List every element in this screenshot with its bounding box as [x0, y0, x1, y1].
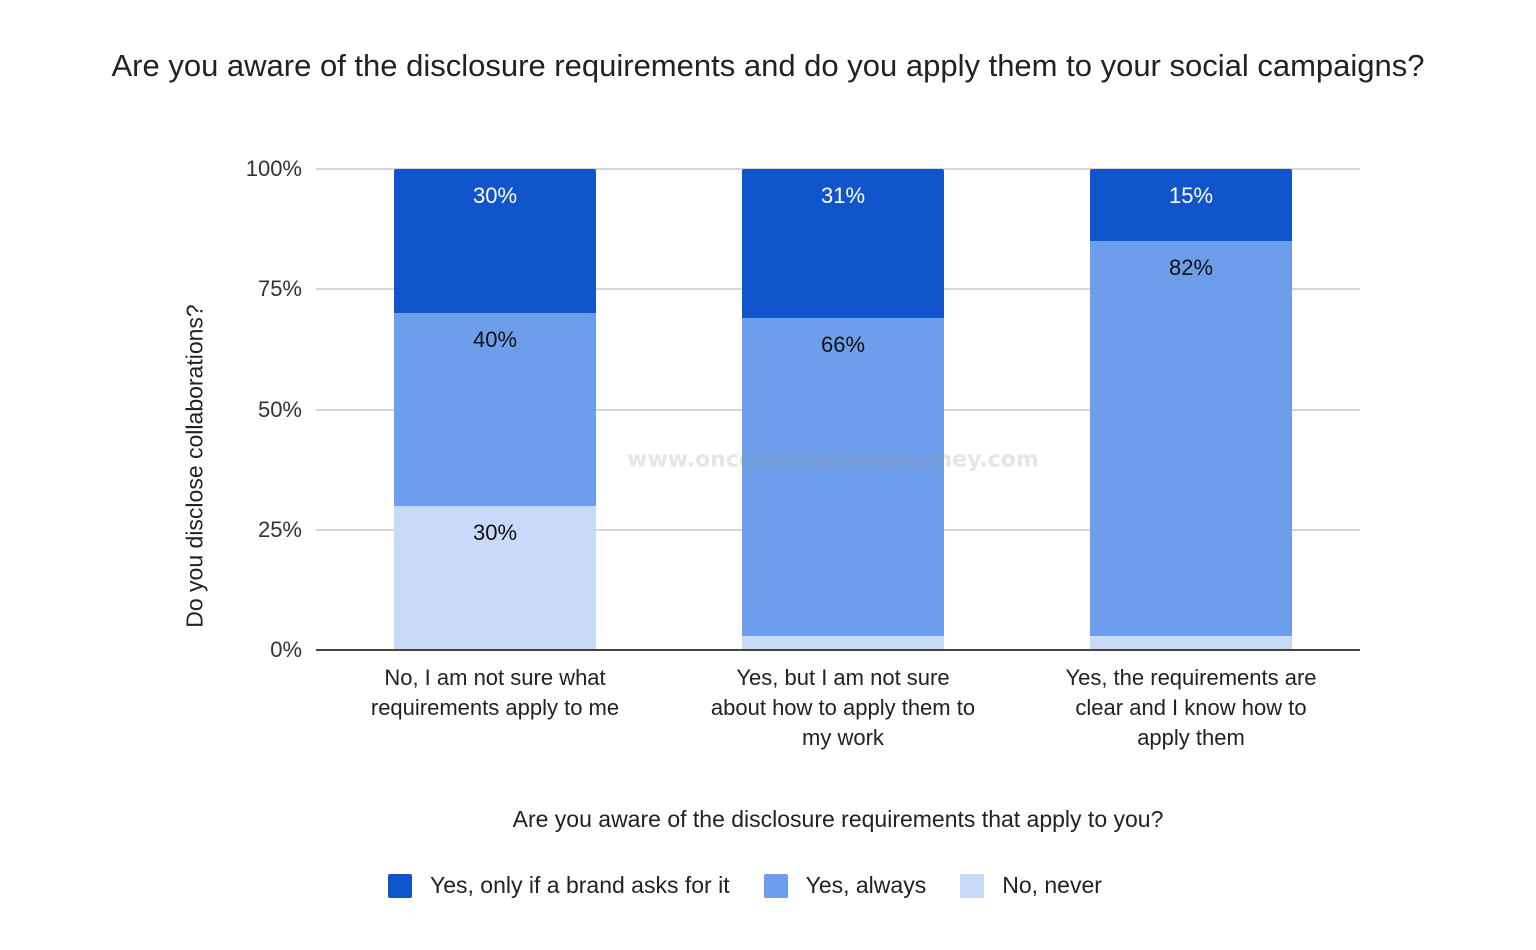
x-category-label: Yes, the requirements are clear and I kno… — [1031, 663, 1351, 753]
bar-segment — [742, 635, 944, 650]
legend-item: Yes, always — [763, 872, 927, 899]
legend-swatch — [388, 873, 412, 898]
bar-segment — [742, 318, 944, 636]
legend-swatch — [763, 873, 788, 898]
data-label: 15% — [1168, 183, 1214, 208]
bar-segment — [394, 505, 596, 650]
legend-label: Yes, always — [805, 872, 927, 898]
data-label: 40% — [472, 327, 518, 353]
legend-label: Yes, only if a brand asks for it — [430, 872, 730, 898]
bar-segment — [742, 169, 944, 319]
data-label: 30% — [472, 183, 518, 208]
data-label: 82% — [1168, 255, 1214, 281]
legend-swatch — [960, 873, 985, 898]
x-category-label-line: apply them — [1137, 725, 1245, 750]
y-tick-label: 50% — [257, 396, 302, 422]
x-axis-title: Are you aware of the disclosure requirem… — [512, 806, 1164, 832]
y-tick-label: 75% — [257, 276, 302, 302]
x-axis-line — [316, 649, 1360, 651]
x-category-label-line: No, I am not sure what — [384, 665, 606, 690]
watermark: www.onceinalifetimejourney.com — [627, 447, 1039, 473]
x-category-label-line: requirements apply to me — [370, 695, 620, 720]
bar-segment — [394, 169, 596, 314]
y-axis-title: Do you disclose collaborations? — [181, 304, 208, 628]
y-tick-label: 100% — [245, 156, 302, 181]
legend-label: No, never — [1002, 872, 1102, 898]
x-category-label-line: about how to apply them to — [710, 695, 976, 720]
x-category-label: No, I am not sure what requirements apply… — [335, 663, 655, 723]
y-tick-label: 25% — [257, 516, 302, 542]
data-label: 31% — [820, 183, 866, 208]
chart-title: Are you aware of the disclosure requirem… — [111, 48, 1425, 83]
bar-segment — [1090, 241, 1292, 636]
legend: Yes, only if a brand asks for it Yes, alw… — [388, 872, 1136, 899]
bar-segment — [1090, 169, 1292, 242]
x-category-label: Yes, but I am not sure about how to apply… — [683, 663, 1003, 753]
bar-segment — [1090, 635, 1292, 650]
x-category-label-line: Yes, the requirements are — [1065, 665, 1317, 690]
legend-item: No, never — [960, 872, 1102, 899]
y-tick-label: 0% — [270, 637, 302, 662]
x-category-label-line: Yes, but I am not sure — [736, 665, 950, 690]
x-category-label-line: clear and I know how to — [1075, 695, 1307, 720]
data-label: 66% — [820, 332, 866, 358]
legend-item: Yes, only if a brand asks for it — [388, 872, 730, 899]
data-label: 30% — [472, 519, 518, 545]
bar-segment — [394, 313, 596, 506]
x-category-label-line: my work — [802, 725, 884, 750]
